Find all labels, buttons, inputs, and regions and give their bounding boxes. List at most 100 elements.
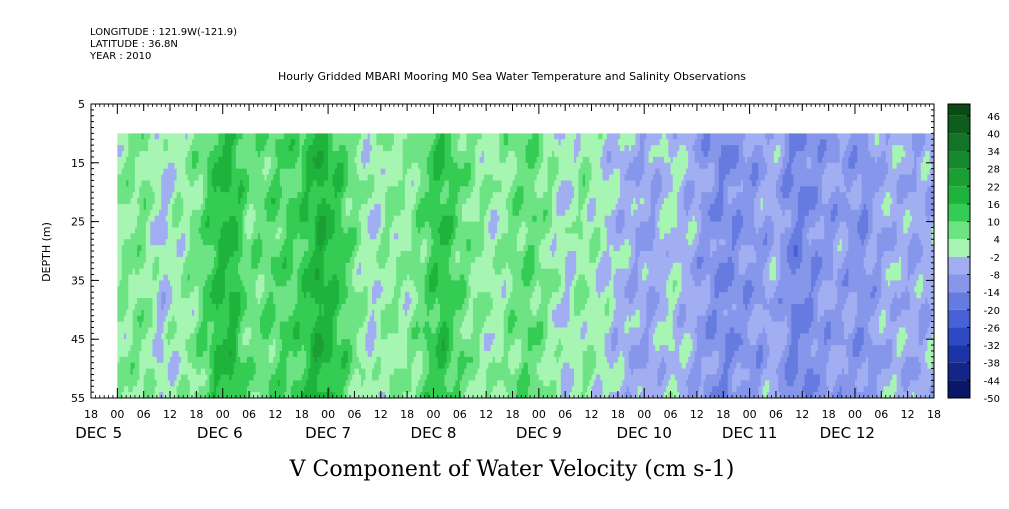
heatmap-cell bbox=[139, 221, 142, 228]
heatmap-cell bbox=[139, 356, 142, 364]
heatmap-cell bbox=[134, 374, 138, 381]
heatmap-cell bbox=[139, 245, 142, 252]
heatmap-cell bbox=[205, 280, 208, 287]
heatmap-cell bbox=[231, 262, 235, 270]
heatmap-cell bbox=[137, 198, 140, 205]
heatmap-cell bbox=[205, 356, 208, 364]
heatmap-cell bbox=[194, 245, 197, 252]
heatmap-cell bbox=[183, 386, 186, 393]
heatmap-cell bbox=[202, 303, 206, 311]
heatmap-cell bbox=[117, 333, 120, 340]
heatmap-cell bbox=[117, 292, 120, 299]
heatmap-cell bbox=[141, 151, 145, 158]
heatmap-cell bbox=[233, 262, 237, 270]
heatmap-cell bbox=[213, 356, 217, 364]
heatmap-cell bbox=[187, 174, 191, 181]
heatmap-cell bbox=[148, 356, 151, 364]
heatmap-cell bbox=[209, 362, 213, 369]
heatmap-cell bbox=[181, 268, 184, 275]
heatmap-cell bbox=[181, 180, 184, 187]
heatmap-cell bbox=[152, 256, 156, 264]
heatmap-cell bbox=[194, 186, 197, 193]
heatmap-cell bbox=[233, 298, 237, 305]
heatmap-cell bbox=[194, 251, 197, 258]
heatmap-cell bbox=[216, 286, 219, 293]
heatmap-cell bbox=[159, 262, 162, 270]
heatmap-cell bbox=[163, 198, 167, 205]
heatmap-cell bbox=[213, 239, 217, 246]
heatmap-cell bbox=[161, 333, 164, 340]
heatmap-cell bbox=[137, 292, 140, 299]
heatmap-cell bbox=[220, 186, 224, 193]
heatmap-cell bbox=[150, 292, 153, 299]
heatmap-cell bbox=[187, 245, 191, 252]
heatmap-cell bbox=[198, 286, 202, 293]
heatmap-cell bbox=[132, 374, 136, 381]
heatmap-cell bbox=[130, 198, 134, 205]
heatmap-cell bbox=[141, 133, 145, 140]
heatmap-cell bbox=[145, 303, 149, 311]
heatmap-cell bbox=[227, 192, 230, 199]
heatmap-cell bbox=[235, 321, 239, 328]
heatmap-cell bbox=[172, 233, 175, 240]
heatmap-cell bbox=[183, 139, 186, 146]
heatmap-cell bbox=[154, 380, 158, 387]
heatmap-cell bbox=[154, 186, 158, 193]
heatmap-cell bbox=[222, 215, 226, 222]
heatmap-cell bbox=[198, 174, 202, 181]
heatmap-cell bbox=[121, 315, 125, 322]
heatmap-cell bbox=[176, 356, 180, 364]
heatmap-cell bbox=[170, 251, 173, 258]
heatmap-cell bbox=[189, 292, 193, 299]
heatmap-cell bbox=[224, 256, 228, 264]
heatmap-cell bbox=[181, 203, 184, 211]
heatmap-cell bbox=[172, 168, 175, 175]
heatmap-cell bbox=[224, 203, 228, 211]
heatmap-cell bbox=[176, 292, 180, 299]
heatmap-cell bbox=[196, 268, 199, 275]
heatmap-cell bbox=[224, 262, 228, 270]
heatmap-cell bbox=[134, 315, 138, 322]
heatmap-cell bbox=[238, 350, 241, 358]
heatmap-cell bbox=[145, 327, 149, 334]
heatmap-cell bbox=[178, 356, 182, 364]
heatmap-cell bbox=[148, 262, 151, 270]
heatmap-cell bbox=[121, 339, 125, 346]
heatmap-cell bbox=[145, 156, 149, 164]
heatmap-cell bbox=[145, 339, 149, 346]
heatmap-cell bbox=[222, 321, 226, 328]
heatmap-cell bbox=[161, 174, 164, 181]
heatmap-cell bbox=[139, 374, 142, 381]
heatmap-cell bbox=[240, 386, 243, 393]
heatmap-cell bbox=[121, 227, 125, 234]
heatmap-cell bbox=[205, 286, 208, 293]
heatmap-cell bbox=[183, 233, 186, 240]
heatmap-cell bbox=[194, 392, 197, 399]
heatmap-cell bbox=[220, 256, 224, 264]
heatmap-cell bbox=[141, 392, 145, 399]
heatmap-cell bbox=[132, 245, 136, 252]
heatmap-cell bbox=[165, 174, 169, 181]
heatmap-cell bbox=[139, 350, 142, 358]
heatmap-cell bbox=[189, 356, 193, 364]
heatmap-cell bbox=[224, 327, 228, 334]
heatmap-cell bbox=[238, 345, 241, 352]
heatmap-cell bbox=[170, 151, 173, 158]
heatmap-cell bbox=[183, 156, 186, 164]
heatmap-cell bbox=[202, 162, 206, 170]
heatmap-cell bbox=[143, 339, 147, 346]
heatmap-cell bbox=[145, 386, 149, 393]
heatmap-cell bbox=[126, 386, 129, 393]
heatmap-cell bbox=[161, 356, 164, 364]
heatmap-cell bbox=[229, 292, 232, 299]
heatmap-cell bbox=[154, 245, 158, 252]
heatmap-cell bbox=[139, 339, 142, 346]
heatmap-cell bbox=[121, 356, 125, 364]
heatmap-cell bbox=[187, 292, 191, 299]
heatmap-cell bbox=[165, 274, 169, 281]
heatmap-cell bbox=[161, 192, 164, 199]
heatmap-cell bbox=[150, 392, 153, 399]
heatmap-cell bbox=[117, 386, 120, 393]
heatmap-cell bbox=[224, 333, 228, 340]
heatmap-cell bbox=[145, 280, 149, 287]
